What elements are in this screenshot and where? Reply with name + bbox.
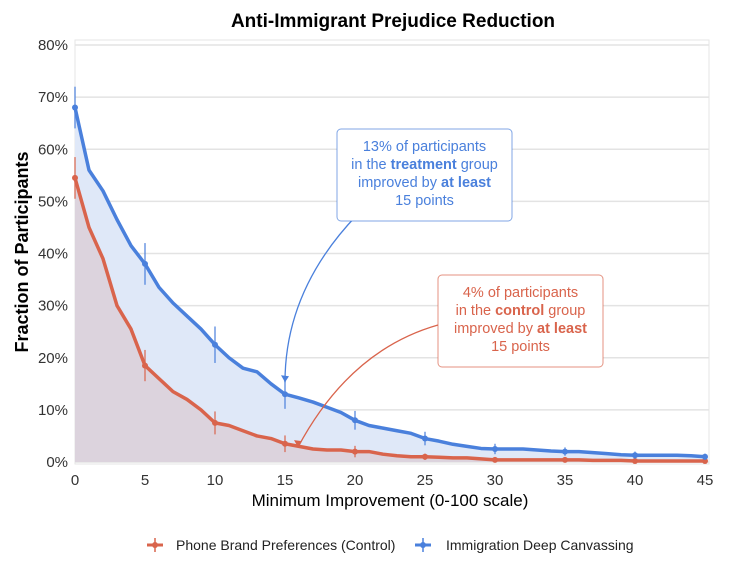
y-tick-label: 50% <box>38 193 68 210</box>
x-tick-label: 45 <box>697 472 714 489</box>
annotation-text: 4% of participants <box>463 285 578 301</box>
annotation-segment: in the <box>456 303 496 319</box>
annotations: 13% of participants in the treatment grou… <box>281 128 604 448</box>
data-point <box>142 362 148 369</box>
arrowhead-icon <box>294 440 302 448</box>
data-point <box>492 456 498 463</box>
annotation-segment: control <box>495 303 544 319</box>
annotation-segment: treatment <box>391 157 457 173</box>
data-point <box>632 452 638 459</box>
x-tick-label: 10 <box>207 472 224 489</box>
annotation-segment: group <box>544 303 585 319</box>
annotation-segment: 4% of participants <box>463 285 578 301</box>
data-point <box>562 448 568 455</box>
annotation-segment: at least <box>441 175 491 191</box>
legend-label: Phone Brand Preferences (Control) <box>176 537 395 553</box>
annotation-segment: improved by <box>454 321 537 337</box>
legend-marker <box>152 542 158 548</box>
data-point <box>212 341 218 348</box>
annotation-text: 13% of participants <box>363 139 486 155</box>
x-tick-label: 20 <box>347 472 364 489</box>
areas <box>75 107 705 463</box>
annotation-box <box>437 274 604 368</box>
annotation-text: improved by at least <box>454 321 587 337</box>
x-tick-label: 15 <box>277 472 294 489</box>
data-point <box>422 453 428 460</box>
x-tick-label: 35 <box>557 472 574 489</box>
x-tick-label: 40 <box>627 472 644 489</box>
annotation-segment: improved by <box>358 175 441 191</box>
annotation-text: 15 points <box>395 193 454 209</box>
series-line <box>73 107 706 459</box>
annotation-text: in the treatment group <box>351 157 498 173</box>
x-tick-label: 0 <box>71 472 79 489</box>
data-point <box>352 417 358 424</box>
y-tick-label: 70% <box>38 89 68 106</box>
chart-title: Anti-Immigrant Prejudice Reduction <box>231 11 555 32</box>
y-axis-label: Fraction of Participants <box>12 151 32 352</box>
series-lines <box>72 86 708 464</box>
annotation-segment: at least <box>537 321 587 337</box>
data-point <box>212 419 218 426</box>
annotation-segment: 15 points <box>395 193 454 209</box>
annotation-arrow <box>284 214 358 383</box>
x-tick-label: 25 <box>417 472 434 489</box>
data-point <box>72 174 78 181</box>
y-tick-label: 40% <box>38 246 68 263</box>
data-point <box>352 448 358 455</box>
annotation-segment: in the <box>351 157 391 173</box>
annotation-text: 15 points <box>491 339 550 355</box>
data-point <box>492 445 498 452</box>
data-point <box>72 104 78 111</box>
data-point <box>282 440 288 447</box>
data-point <box>702 457 708 464</box>
legend-label: Immigration Deep Canvassing <box>446 537 634 553</box>
legend: Phone Brand Preferences (Control) Immigra… <box>147 537 634 553</box>
series-area <box>75 177 705 462</box>
legend-marker <box>420 542 426 548</box>
y-tick-label: 30% <box>38 298 68 315</box>
annotation-segment: group <box>457 157 498 173</box>
data-point <box>422 435 428 442</box>
data-point <box>702 453 708 460</box>
data-point <box>562 456 568 463</box>
data-point <box>142 260 148 267</box>
series-line <box>73 177 705 463</box>
y-tick-label: 60% <box>38 141 68 158</box>
y-tick-label: 0% <box>46 454 68 471</box>
annotation-text: improved by at least <box>358 175 491 191</box>
data-point <box>282 391 288 398</box>
annotation-arrow <box>297 324 439 448</box>
y-tick-label: 20% <box>38 350 68 367</box>
annotation-text: in the control group <box>456 303 586 319</box>
annotation-segment: 15 points <box>491 339 550 355</box>
x-tick-label: 30 <box>487 472 504 489</box>
y-tick-label: 80% <box>38 37 68 54</box>
series-area <box>75 107 705 463</box>
x-axis-label: Minimum Improvement (0-100 scale) <box>252 491 529 510</box>
annotation-segment: 13% of participants <box>363 139 486 155</box>
x-tick-label: 5 <box>141 472 149 489</box>
annotation-box <box>336 128 513 222</box>
arrowhead-icon <box>281 375 289 383</box>
y-tick-label: 10% <box>38 402 68 419</box>
data-point <box>632 457 638 464</box>
tick-labels: 0% 10% 20% 30% 40% 50% 60% 70% 80% 0 5 10 15 20 25 30 35… <box>38 37 713 489</box>
